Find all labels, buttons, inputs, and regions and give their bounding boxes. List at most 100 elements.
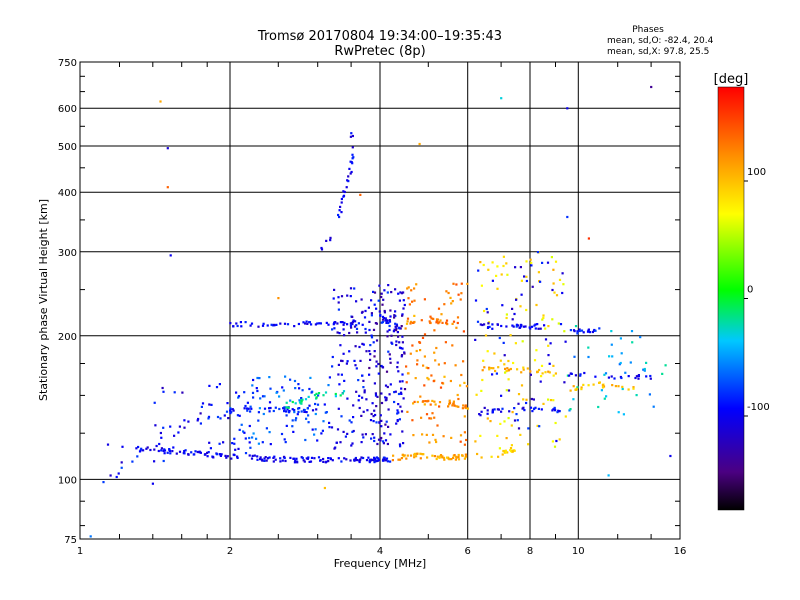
data-point xyxy=(351,153,354,156)
data-point xyxy=(285,424,288,427)
data-point xyxy=(325,321,328,324)
data-point xyxy=(436,455,439,458)
colorbar-tick-label: 100 xyxy=(747,167,766,178)
data-point xyxy=(283,406,286,409)
data-point xyxy=(263,395,266,398)
data-point xyxy=(459,298,462,301)
data-point xyxy=(530,261,533,264)
data-point xyxy=(265,427,268,430)
data-point xyxy=(357,379,360,382)
data-point xyxy=(251,436,254,439)
data-point xyxy=(419,457,422,460)
data-point xyxy=(385,370,389,373)
data-point xyxy=(552,268,555,271)
data-point xyxy=(262,322,265,325)
data-point xyxy=(353,287,356,290)
data-point xyxy=(380,419,383,422)
data-point xyxy=(383,458,386,461)
data-point xyxy=(373,291,377,294)
data-point xyxy=(307,456,310,459)
data-point xyxy=(342,430,345,433)
data-point xyxy=(361,396,364,399)
data-point xyxy=(478,413,481,416)
data-point xyxy=(439,454,443,457)
data-point xyxy=(531,285,534,288)
data-point xyxy=(336,428,340,431)
data-point xyxy=(285,410,288,413)
data-point xyxy=(341,359,344,363)
data-point xyxy=(354,364,357,367)
data-point xyxy=(351,157,354,160)
data-point xyxy=(522,406,525,409)
data-point xyxy=(552,399,555,402)
data-point xyxy=(200,405,203,408)
data-point xyxy=(423,333,427,336)
data-point xyxy=(183,450,186,453)
data-point xyxy=(218,383,221,386)
data-point xyxy=(317,456,321,459)
data-point xyxy=(316,403,320,406)
data-point xyxy=(554,260,558,263)
data-point xyxy=(206,455,209,458)
data-point xyxy=(377,372,380,375)
data-point xyxy=(491,323,494,326)
data-point xyxy=(587,355,590,359)
data-point xyxy=(429,315,432,318)
y-tick-label: 300 xyxy=(58,248,77,259)
data-point xyxy=(384,317,387,320)
data-point xyxy=(89,535,92,538)
data-point xyxy=(511,450,514,453)
data-point xyxy=(515,413,518,416)
data-point xyxy=(208,403,211,406)
data-point xyxy=(337,373,340,376)
data-point xyxy=(304,322,307,325)
data-point xyxy=(508,368,511,371)
data-point xyxy=(355,390,358,393)
data-point xyxy=(298,399,301,402)
data-point xyxy=(314,323,317,326)
colorbar-label: [deg] xyxy=(714,72,749,87)
data-point xyxy=(314,402,317,406)
data-point xyxy=(396,366,399,369)
data-point xyxy=(421,453,424,456)
data-point xyxy=(535,303,538,307)
data-point xyxy=(168,448,171,451)
data-point xyxy=(462,330,465,333)
data-point xyxy=(430,417,433,420)
data-point xyxy=(375,456,378,459)
data-point xyxy=(395,343,398,347)
data-point xyxy=(544,327,547,330)
y-tick-label: 600 xyxy=(58,104,77,115)
data-point xyxy=(574,388,578,391)
data-point xyxy=(401,313,404,316)
data-point xyxy=(368,328,371,332)
data-point xyxy=(404,327,407,330)
data-point xyxy=(337,296,340,299)
data-points xyxy=(89,85,672,538)
data-point xyxy=(459,384,462,387)
data-point xyxy=(172,446,175,449)
data-point xyxy=(351,146,354,149)
data-point xyxy=(605,395,608,398)
data-point xyxy=(163,449,167,452)
data-point xyxy=(373,350,376,353)
data-point xyxy=(551,318,554,321)
data-point xyxy=(385,319,388,322)
data-point xyxy=(135,447,138,450)
data-point xyxy=(477,269,480,272)
data-point xyxy=(345,458,348,461)
data-point xyxy=(505,389,508,392)
data-point xyxy=(498,447,501,450)
data-point xyxy=(400,410,404,413)
data-point xyxy=(237,447,240,450)
data-point xyxy=(159,100,162,103)
data-point xyxy=(480,410,483,413)
data-point xyxy=(294,419,297,422)
data-point xyxy=(365,459,369,462)
data-point xyxy=(257,325,260,328)
data-point xyxy=(304,438,307,442)
data-point xyxy=(369,353,372,356)
data-point xyxy=(525,398,528,401)
data-point xyxy=(256,389,259,393)
data-point xyxy=(402,397,405,400)
